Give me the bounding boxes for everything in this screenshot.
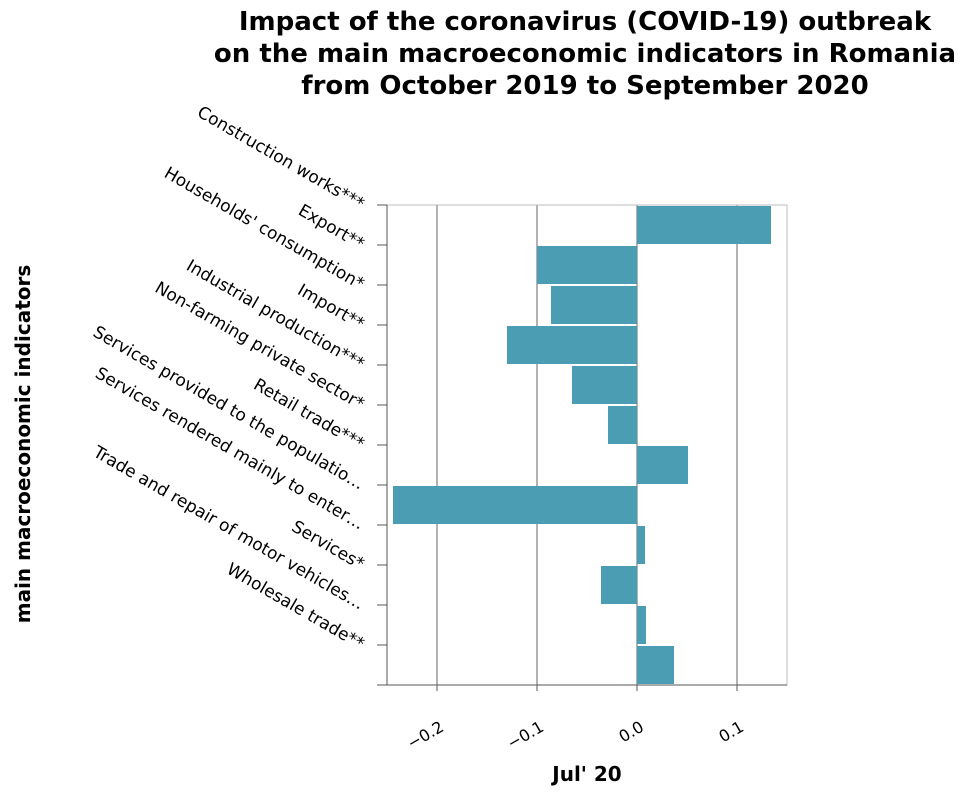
y-axis: Construction works***Export**Households'… bbox=[89, 102, 388, 686]
bar bbox=[637, 526, 645, 564]
chart-title: Impact of the coronavirus (COVID-19) out… bbox=[214, 7, 956, 101]
bar bbox=[507, 326, 637, 364]
bar bbox=[608, 406, 637, 444]
bar bbox=[572, 366, 637, 404]
bar bbox=[637, 206, 771, 244]
x-tick-label: 0.1 bbox=[715, 717, 747, 746]
x-axis: −0.2 −0.1 0.0 0.1 bbox=[387, 684, 787, 753]
bar bbox=[637, 606, 646, 644]
x-tick-label: −0.2 bbox=[404, 717, 447, 753]
bars bbox=[393, 206, 771, 684]
bar bbox=[393, 486, 637, 524]
y-axis-title: main macroeconomic indicators bbox=[11, 265, 35, 624]
bar bbox=[637, 446, 688, 484]
x-tick-label: 0.0 bbox=[615, 717, 647, 746]
x-tick-label: −0.1 bbox=[504, 717, 547, 753]
gridlines bbox=[436, 205, 738, 685]
bar bbox=[601, 566, 637, 604]
chart-title-line-1: Impact of the coronavirus (COVID-19) out… bbox=[239, 7, 932, 37]
x-axis-title: Jul' 20 bbox=[550, 762, 621, 786]
chart-title-line-3: from October 2019 to September 2020 bbox=[301, 71, 868, 101]
bar bbox=[637, 646, 674, 684]
bar bbox=[551, 286, 637, 324]
chart-title-line-2: on the main macroeconomic indicators in … bbox=[214, 39, 956, 69]
bar bbox=[537, 246, 637, 284]
